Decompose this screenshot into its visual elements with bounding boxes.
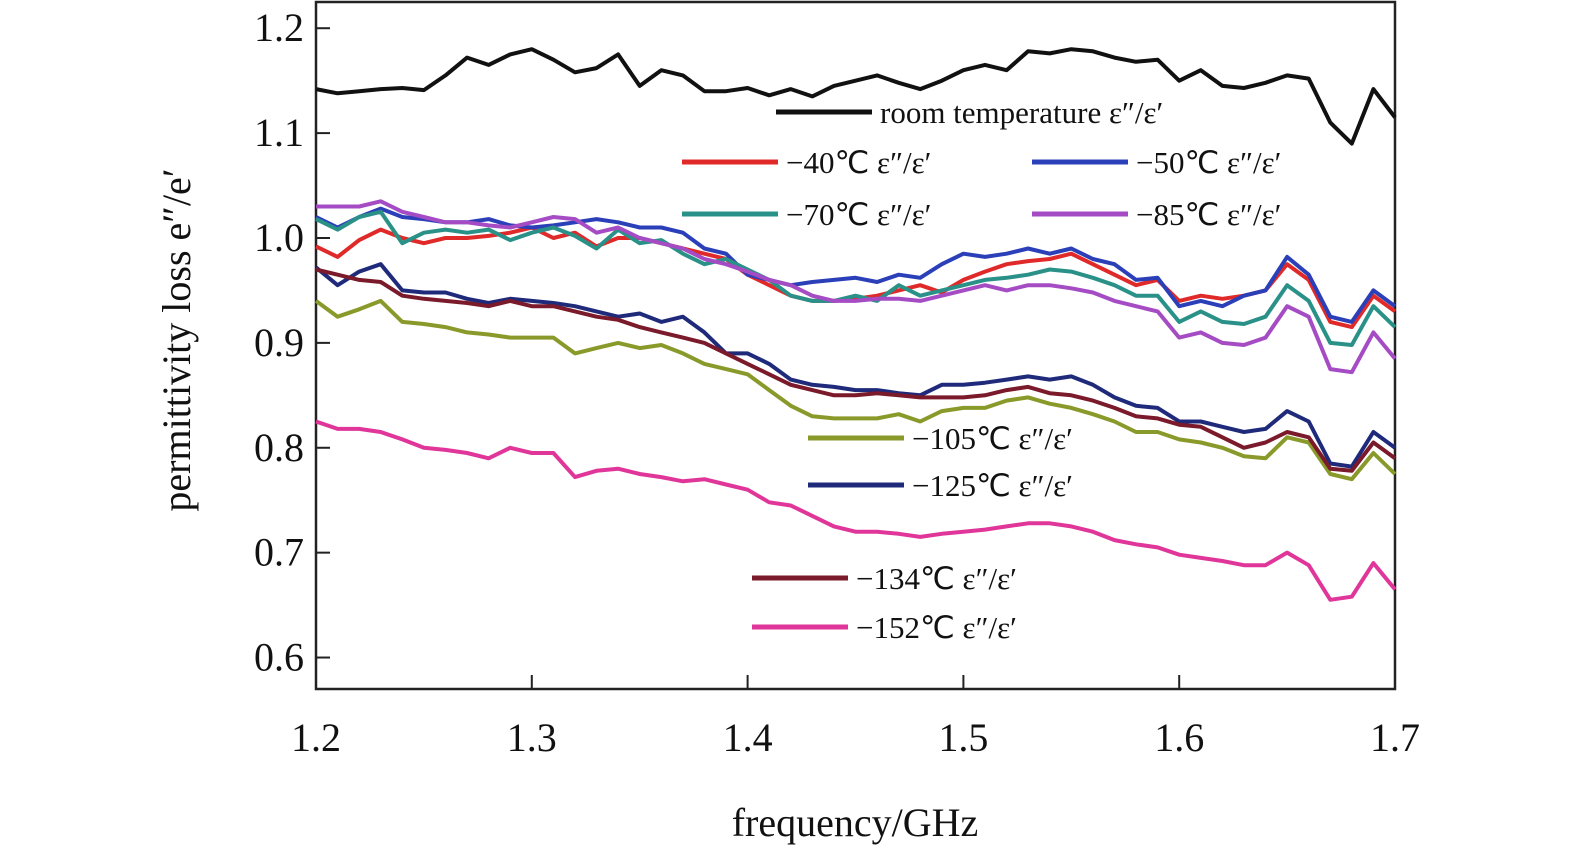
y-tick-label: 0.6 [254, 635, 304, 680]
x-tick-label: 1.4 [723, 715, 773, 760]
x-tick-label: 1.5 [938, 715, 988, 760]
series-lines [314, 47, 1397, 602]
y-axis: 0.6 0.7 0.8 0.9 1.0 1.1 1.2 [254, 5, 330, 680]
series-line-5 [314, 298, 1397, 482]
legend-label: room temperature ε″/ε′ [880, 95, 1163, 130]
series-line-7 [315, 267, 1397, 473]
series-line-0 [315, 47, 1397, 146]
x-axis: 1.2 1.3 1.4 1.5 1.6 1.7 [291, 675, 1420, 760]
legend-label: −85℃ ε″/ε′ [1136, 197, 1281, 232]
series-line-8 [315, 419, 1397, 602]
legend: room temperature ε″/ε′ −40℃ ε″/ε′ −50℃ ε″/… [682, 95, 1281, 645]
y-tick-label: 1.0 [254, 215, 304, 260]
plot-frame [314, 0, 1397, 691]
x-tick-label: 1.6 [1154, 715, 1204, 760]
series-line-6 [314, 262, 1397, 469]
y-tick-label: 1.2 [254, 5, 304, 50]
x-tick-label: 1.2 [291, 715, 341, 760]
y-tick-label: 0.8 [254, 425, 304, 470]
legend-label: −152℃ ε″/ε′ [856, 610, 1017, 645]
legend-label: −105℃ ε″/ε′ [912, 421, 1073, 456]
legend-label: −70℃ ε″/ε′ [786, 197, 931, 232]
legend-label: −134℃ ε″/ε′ [856, 561, 1017, 596]
y-tick-label: 1.1 [254, 110, 304, 155]
series-line-3 [315, 209, 1397, 347]
x-axis-title: frequency/GHz [732, 800, 979, 845]
y-tick-label: 0.7 [254, 530, 304, 575]
series-line-2 [315, 206, 1397, 324]
x-tick-label: 1.7 [1370, 715, 1420, 760]
legend-label: −125℃ ε″/ε′ [912, 468, 1073, 503]
legend-label: −50℃ ε″/ε′ [1136, 145, 1281, 180]
y-axis-title: permittivity loss e″/e′ [154, 168, 199, 511]
legend-label: −40℃ ε″/ε′ [786, 145, 931, 180]
y-tick-label: 0.9 [254, 320, 304, 365]
x-tick-label: 1.3 [507, 715, 557, 760]
series-line-4 [316, 199, 1397, 375]
